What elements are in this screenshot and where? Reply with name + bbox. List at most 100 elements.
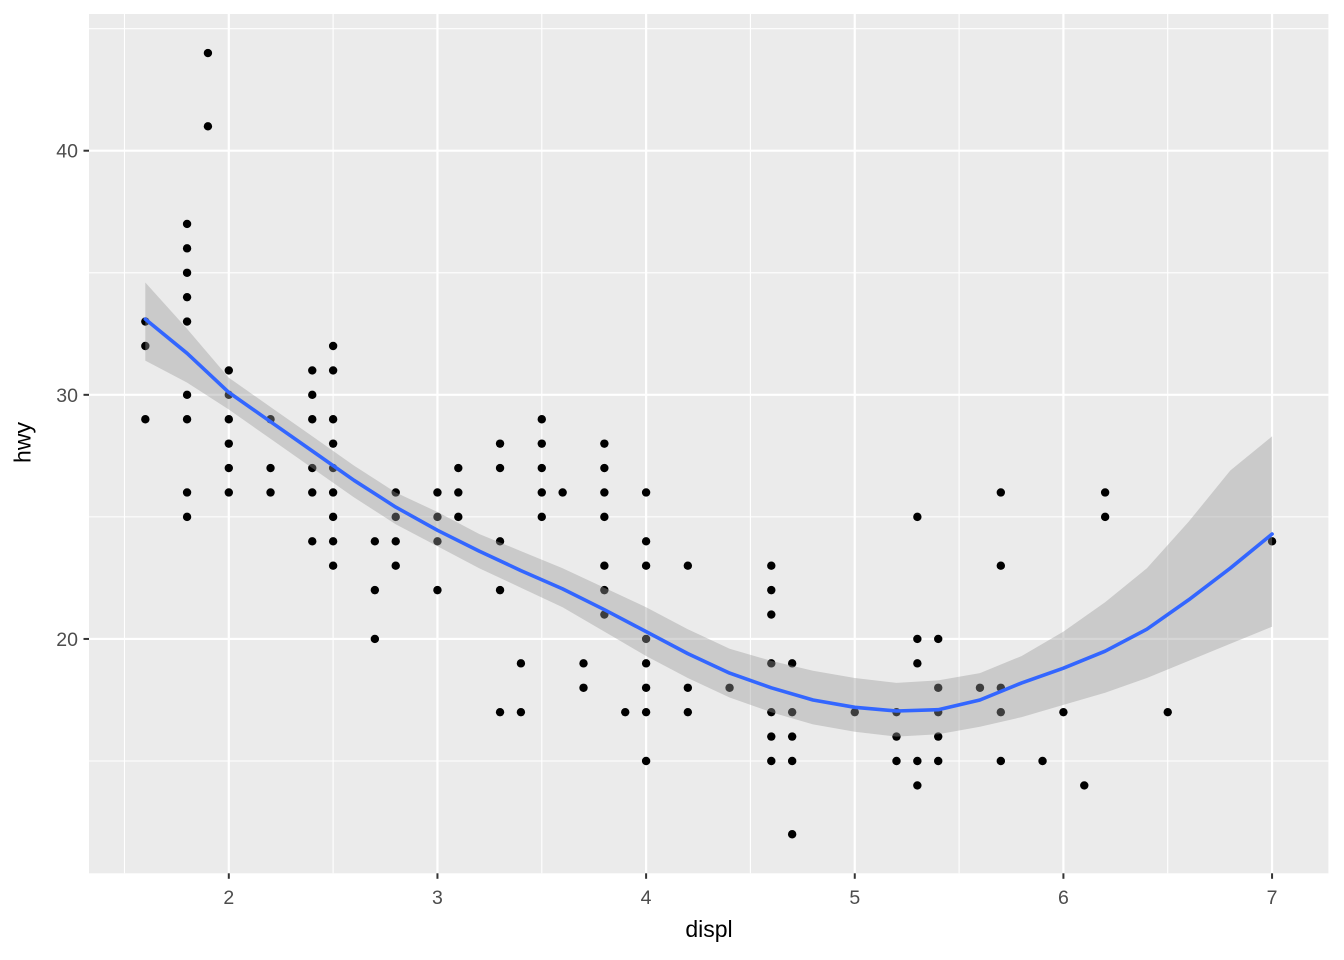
data-point[interactable] bbox=[433, 488, 442, 497]
data-point[interactable] bbox=[391, 488, 400, 497]
data-point[interactable] bbox=[224, 439, 233, 448]
data-point[interactable] bbox=[495, 707, 505, 717]
data-point[interactable] bbox=[433, 512, 442, 522]
data-point[interactable] bbox=[266, 463, 275, 473]
data-point[interactable] bbox=[934, 732, 943, 741]
data-point[interactable] bbox=[141, 415, 150, 424]
data-point[interactable] bbox=[328, 439, 338, 448]
data-point[interactable] bbox=[495, 585, 505, 595]
data-point[interactable] bbox=[996, 756, 1006, 766]
data-point[interactable] bbox=[328, 366, 338, 375]
data-point[interactable] bbox=[787, 830, 797, 839]
data-point[interactable] bbox=[787, 659, 797, 668]
data-point[interactable] bbox=[182, 390, 192, 400]
data-point[interactable] bbox=[913, 512, 922, 522]
data-point[interactable] bbox=[182, 292, 192, 302]
data-point[interactable] bbox=[934, 634, 943, 644]
data-point[interactable] bbox=[141, 341, 150, 351]
data-point[interactable] bbox=[579, 659, 588, 668]
data-point[interactable] bbox=[454, 463, 463, 473]
data-point[interactable] bbox=[308, 415, 317, 424]
data-point[interactable] bbox=[600, 488, 609, 497]
data-point[interactable] bbox=[767, 561, 776, 570]
data-point[interactable] bbox=[641, 756, 651, 766]
data-point[interactable] bbox=[787, 756, 797, 766]
data-point[interactable] bbox=[600, 439, 609, 448]
data-point[interactable] bbox=[683, 707, 693, 717]
data-point[interactable] bbox=[433, 585, 442, 595]
data-point[interactable] bbox=[600, 512, 609, 522]
data-point[interactable] bbox=[892, 756, 901, 766]
data-point[interactable] bbox=[391, 561, 400, 570]
data-point[interactable] bbox=[308, 366, 317, 375]
data-point[interactable] bbox=[495, 463, 505, 473]
data-point[interactable] bbox=[600, 585, 609, 595]
data-point[interactable] bbox=[328, 537, 338, 546]
data-point[interactable] bbox=[892, 732, 901, 741]
data-point[interactable] bbox=[328, 512, 338, 522]
data-point[interactable] bbox=[683, 683, 693, 692]
data-point[interactable] bbox=[641, 488, 651, 497]
data-point[interactable] bbox=[370, 537, 380, 546]
data-point[interactable] bbox=[182, 488, 192, 497]
data-point[interactable] bbox=[495, 439, 505, 448]
data-point[interactable] bbox=[1163, 707, 1172, 717]
data-point[interactable] bbox=[224, 463, 233, 473]
data-point[interactable] bbox=[391, 512, 400, 522]
data-point[interactable] bbox=[224, 366, 233, 375]
data-point[interactable] bbox=[1100, 512, 1110, 522]
data-point[interactable] bbox=[224, 488, 233, 497]
data-point[interactable] bbox=[516, 707, 526, 717]
data-point[interactable] bbox=[1080, 781, 1089, 790]
data-point[interactable] bbox=[203, 122, 213, 131]
data-point[interactable] bbox=[767, 610, 776, 619]
data-point[interactable] bbox=[537, 439, 546, 448]
data-point[interactable] bbox=[996, 561, 1006, 570]
data-point[interactable] bbox=[182, 317, 192, 326]
data-point[interactable] bbox=[182, 512, 192, 522]
data-point[interactable] bbox=[203, 48, 213, 58]
data-point[interactable] bbox=[328, 415, 338, 424]
data-point[interactable] bbox=[328, 561, 338, 570]
data-point[interactable] bbox=[850, 707, 859, 717]
data-point[interactable] bbox=[996, 707, 1006, 717]
data-point[interactable] bbox=[370, 634, 380, 644]
data-point[interactable] bbox=[1059, 707, 1068, 717]
data-point[interactable] bbox=[683, 561, 693, 570]
data-point[interactable] bbox=[913, 781, 922, 790]
data-point[interactable] bbox=[182, 244, 192, 253]
data-point[interactable] bbox=[913, 634, 922, 644]
data-point[interactable] bbox=[913, 756, 922, 766]
data-point[interactable] bbox=[391, 537, 400, 546]
data-point[interactable] bbox=[996, 488, 1006, 497]
data-point[interactable] bbox=[224, 415, 233, 424]
data-point[interactable] bbox=[975, 683, 985, 692]
data-point[interactable] bbox=[308, 390, 317, 400]
data-point[interactable] bbox=[641, 561, 651, 570]
data-point[interactable] bbox=[641, 537, 651, 546]
data-point[interactable] bbox=[787, 707, 797, 717]
data-point[interactable] bbox=[641, 659, 651, 668]
data-point[interactable] bbox=[308, 488, 317, 497]
data-point[interactable] bbox=[767, 707, 776, 717]
data-point[interactable] bbox=[787, 732, 797, 741]
data-point[interactable] bbox=[579, 683, 588, 692]
data-point[interactable] bbox=[433, 537, 442, 546]
data-point[interactable] bbox=[934, 683, 943, 692]
data-point[interactable] bbox=[600, 561, 609, 570]
data-point[interactable] bbox=[308, 463, 317, 473]
data-point[interactable] bbox=[454, 488, 463, 497]
data-point[interactable] bbox=[266, 488, 275, 497]
data-point[interactable] bbox=[328, 488, 338, 497]
data-point[interactable] bbox=[495, 537, 505, 546]
data-point[interactable] bbox=[537, 488, 546, 497]
data-point[interactable] bbox=[641, 683, 651, 692]
data-point[interactable] bbox=[641, 707, 651, 717]
data-point[interactable] bbox=[182, 268, 192, 277]
data-point[interactable] bbox=[767, 756, 776, 766]
data-point[interactable] bbox=[621, 707, 630, 717]
data-point[interactable] bbox=[1100, 488, 1110, 497]
data-point[interactable] bbox=[328, 341, 338, 351]
data-point[interactable] bbox=[767, 585, 776, 595]
data-point[interactable] bbox=[767, 732, 776, 741]
